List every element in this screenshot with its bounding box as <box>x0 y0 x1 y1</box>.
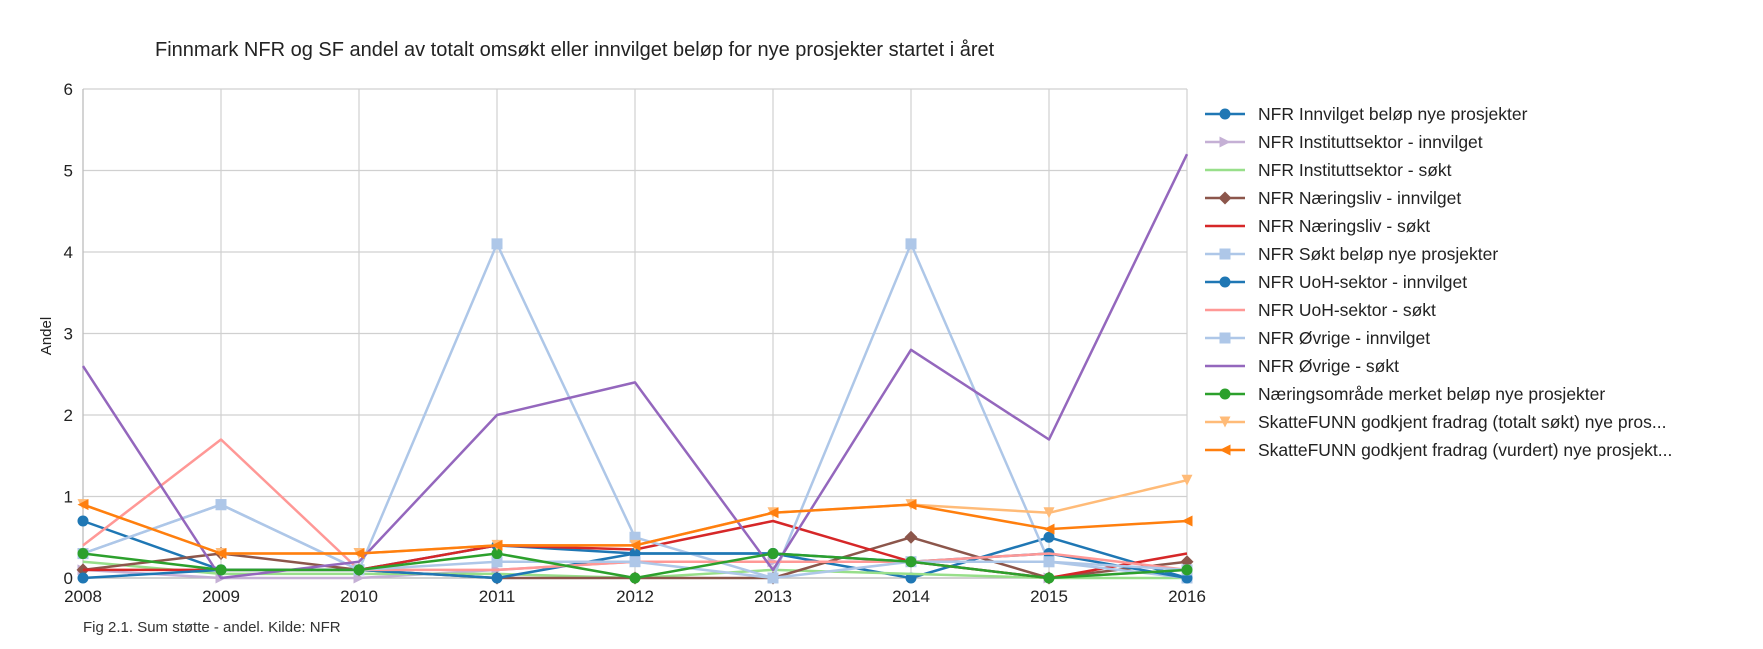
legend-label: NFR Instituttsektor - søkt <box>1258 160 1452 180</box>
data-point <box>904 530 918 544</box>
data-point <box>1181 474 1193 486</box>
y-tick-label: 5 <box>64 162 73 181</box>
legend-item-13: SkatteFUNN godkjent fradrag (vurdert) ny… <box>1205 440 1672 460</box>
data-point <box>1219 136 1231 148</box>
legend-item-6: NFR Søkt beløp nye prosjekter <box>1205 244 1498 264</box>
data-point <box>1043 523 1055 535</box>
data-point <box>767 548 779 560</box>
legend-item-11: Næringsområde merket beløp nye prosjekte… <box>1205 384 1605 404</box>
data-point <box>1181 564 1193 576</box>
data-point <box>767 507 779 519</box>
y-axis-label: Andel <box>38 317 55 355</box>
data-point <box>491 548 503 560</box>
legend-item-1: NFR Innvilget beløp nye prosjekter <box>1205 104 1528 124</box>
legend-label: NFR Øvrige - innvilget <box>1258 328 1430 348</box>
legend-item-10: NFR Øvrige - søkt <box>1205 356 1399 376</box>
legend-item-3: NFR Instituttsektor - søkt <box>1205 160 1452 180</box>
x-tick-label: 2012 <box>616 587 654 606</box>
data-point <box>1043 556 1055 568</box>
data-point <box>1219 248 1231 260</box>
data-point <box>215 548 227 560</box>
legend-item-7: NFR UoH-sektor - innvilget <box>1205 272 1467 292</box>
legend-label: SkatteFUNN godkjent fradrag (vurdert) ny… <box>1258 440 1672 460</box>
data-point <box>77 515 89 527</box>
data-point <box>629 539 641 551</box>
data-point <box>1219 332 1231 344</box>
data-point <box>491 572 503 584</box>
data-point <box>1043 507 1055 519</box>
legend-label: NFR Næringsliv - søkt <box>1258 216 1430 236</box>
x-tick-label: 2013 <box>754 587 792 606</box>
y-tick-label: 3 <box>64 325 73 344</box>
data-point <box>629 531 641 543</box>
series-11 <box>77 548 1193 584</box>
data-point <box>353 548 365 560</box>
legend-item-12: SkatteFUNN godkjent fradrag (totalt søkt… <box>1205 412 1667 432</box>
legend-item-4: NFR Næringsliv - innvilget <box>1205 188 1461 208</box>
legend-label: NFR UoH-sektor - søkt <box>1258 300 1436 320</box>
x-tick-label: 2010 <box>340 587 378 606</box>
legend-label: Næringsområde merket beløp nye prosjekte… <box>1258 384 1605 404</box>
data-point <box>767 572 779 584</box>
data-point <box>215 499 227 511</box>
y-tick-label: 0 <box>64 569 73 588</box>
axes: 0 1 2 3 4 5 6 2008 2009 2010 2011 2012 2013 2014 2015 2… <box>64 80 1206 606</box>
data-point <box>77 572 89 584</box>
legend-item-8: NFR UoH-sektor - søkt <box>1205 300 1436 320</box>
series-10 <box>81 153 1189 580</box>
data-point <box>491 238 503 250</box>
data-point <box>905 238 917 250</box>
data-point <box>1218 191 1232 205</box>
data-point <box>1181 515 1193 527</box>
series-13 <box>77 499 1193 560</box>
data-point <box>491 556 503 568</box>
chart-title: Finnmark NFR og SF andel av totalt omsøk… <box>155 39 995 61</box>
data-point <box>353 564 365 576</box>
data-point <box>491 539 503 551</box>
x-tick-label: 2016 <box>1168 587 1206 606</box>
legend-label: NFR UoH-sektor - innvilget <box>1258 272 1467 292</box>
data-point <box>1043 531 1055 543</box>
data-point <box>1219 108 1231 120</box>
y-tick-label: 2 <box>64 406 73 425</box>
y-tick-label: 6 <box>64 80 73 99</box>
data-point <box>905 556 917 568</box>
legend: NFR Innvilget beløp nye prosjekter NFR In… <box>1205 104 1672 460</box>
series-line <box>81 153 1189 580</box>
data-point <box>1219 416 1231 428</box>
data-point <box>77 548 89 560</box>
legend-item-9: NFR Øvrige - innvilget <box>1205 328 1430 348</box>
series-lines <box>76 153 1194 585</box>
legend-label: NFR Næringsliv - innvilget <box>1258 188 1461 208</box>
x-tick-label: 2008 <box>64 587 102 606</box>
y-tick-label: 4 <box>64 243 73 262</box>
x-tick-label: 2015 <box>1030 587 1068 606</box>
data-point <box>905 572 917 584</box>
legend-label: NFR Instituttsektor - innvilget <box>1258 132 1483 152</box>
legend-label: NFR Søkt beløp nye prosjekter <box>1258 244 1498 264</box>
data-point <box>77 499 89 511</box>
data-point <box>629 556 641 568</box>
legend-label: NFR Øvrige - søkt <box>1258 356 1399 376</box>
data-point <box>1219 388 1231 400</box>
data-point <box>629 572 641 584</box>
grid <box>82 88 1188 579</box>
x-tick-label: 2009 <box>202 587 240 606</box>
y-tick-label: 1 <box>64 488 73 507</box>
x-tick-label: 2014 <box>892 587 930 606</box>
data-point <box>1219 276 1231 288</box>
legend-label: NFR Innvilget beløp nye prosjekter <box>1258 104 1528 124</box>
data-point <box>215 564 227 576</box>
x-tick-label: 2011 <box>479 587 516 606</box>
legend-label: SkatteFUNN godkjent fradrag (totalt søkt… <box>1258 412 1667 432</box>
figure-caption: Fig 2.1. Sum støtte - andel. Kilde: NFR <box>83 619 341 636</box>
data-point <box>1219 444 1231 456</box>
legend-item-2: NFR Instituttsektor - innvilget <box>1205 132 1483 152</box>
data-point <box>905 499 917 511</box>
legend-item-5: NFR Næringsliv - søkt <box>1205 216 1430 236</box>
data-point <box>1043 572 1055 584</box>
